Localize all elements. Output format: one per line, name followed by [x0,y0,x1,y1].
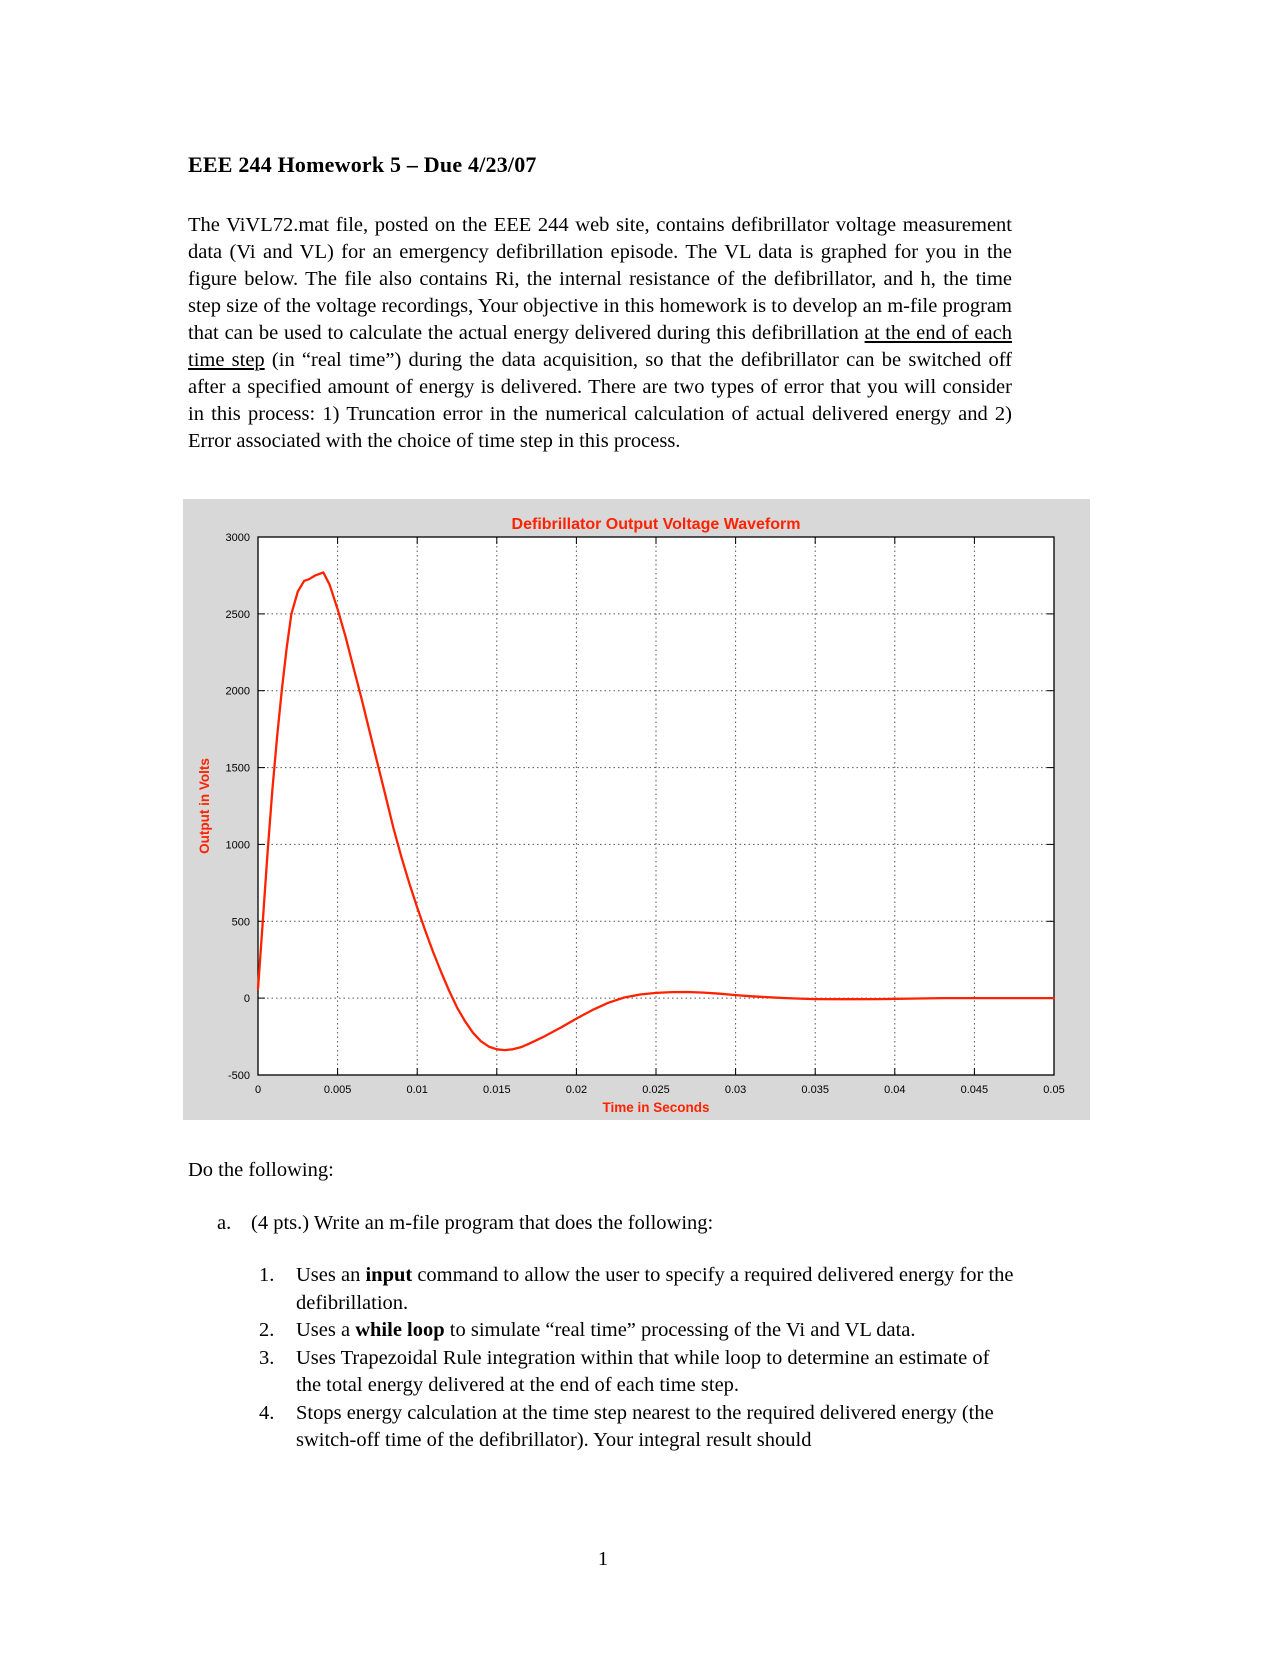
y-tick-label: 500 [232,916,250,928]
intro-text-segment: The ViVL72.mat file, posted on the EEE 2… [188,214,1012,344]
numbered-task-list: 1. Uses an input command to allow the use… [259,1262,1280,1455]
y-tick-label: 2500 [226,609,250,621]
underlined-phrase: at the end of each time step [188,322,1013,371]
x-tick-label: 0.02 [566,1084,587,1096]
y-tick-label: 1500 [226,763,250,775]
y-tick-label: -500 [228,1070,250,1082]
y-tick-label: 0 [244,993,250,1005]
item-marker: 3. [259,1346,275,1369]
numbered-item: 4. Stops energy calculation at the time s… [259,1400,1280,1455]
y-tick-label: 3000 [226,532,250,544]
numbered-item: 2. Uses a while loop to simulate “real ti… [259,1317,1280,1345]
page-number: 1 [597,1548,609,1570]
task-a-text: (4 pts.) Write an m-file program that do… [251,1212,714,1234]
item-text: Uses a while loop to simulate “real time… [296,1319,916,1341]
x-tick-label: 0.005 [324,1084,352,1096]
axis-box [257,536,1055,1076]
y-tick-label: 2000 [226,686,250,698]
numbered-item: 3. Uses Trapezoidal Rule integration with… [259,1345,1280,1400]
task-item-a: a. (4 pts.) Write an m-file program that… [217,1210,1280,1237]
x-tick-label: 0.035 [801,1084,829,1096]
x-tick-label: 0.01 [406,1084,427,1096]
x-tick-label: 0.015 [483,1084,511,1096]
item-text: Uses an input command to allow the user … [296,1264,1014,1314]
voltage-waveform-figure: 0 0.005 0.01 0.015 0.02 0.025 0.03 0.035 0.04 0.0… [183,499,1090,1120]
y-axis-label: Output in Volts [197,758,212,854]
x-tick-label: 0.025 [642,1084,670,1096]
intro-paragraph: The ViVL72.mat file, posted on the EEE 2… [188,212,1012,455]
chart-title: Defibrillator Output Voltage Waveform [512,516,801,533]
numbered-item: 1. Uses an input command to allow the use… [259,1262,1280,1317]
x-tick-label: 0.05 [1043,1084,1064,1096]
chart-canvas: 0 0.005 0.01 0.015 0.02 0.025 0.03 0.035 0.04 0.0… [197,516,1065,1115]
series-line [256,571,1056,1052]
do-following-text: Do the following: [188,1159,334,1181]
plot-area [258,537,1054,1075]
item-marker: 1. [259,1264,275,1286]
intro-text-segment: (in “real time”) during the data acquisi… [188,349,1012,452]
item-marker: 4. [259,1401,275,1424]
task-a-marker: a. [217,1212,232,1234]
item-text: Stops energy calculation at the time ste… [296,1401,994,1452]
x-tick-label: 0.04 [884,1084,905,1096]
item-text: Uses Trapezoidal Rule integration within… [296,1346,990,1397]
page-title: EEE 244 Homework 5 – Due 4/23/07 [188,152,537,177]
x-tick-label: 0.045 [961,1084,989,1096]
x-axis-label: Time in Seconds [602,1100,709,1115]
x-tick-label: 0.03 [725,1084,746,1096]
item-marker: 2. [259,1319,275,1341]
x-tick-label: 0 [255,1084,261,1096]
y-tick-label: 1000 [226,839,250,851]
